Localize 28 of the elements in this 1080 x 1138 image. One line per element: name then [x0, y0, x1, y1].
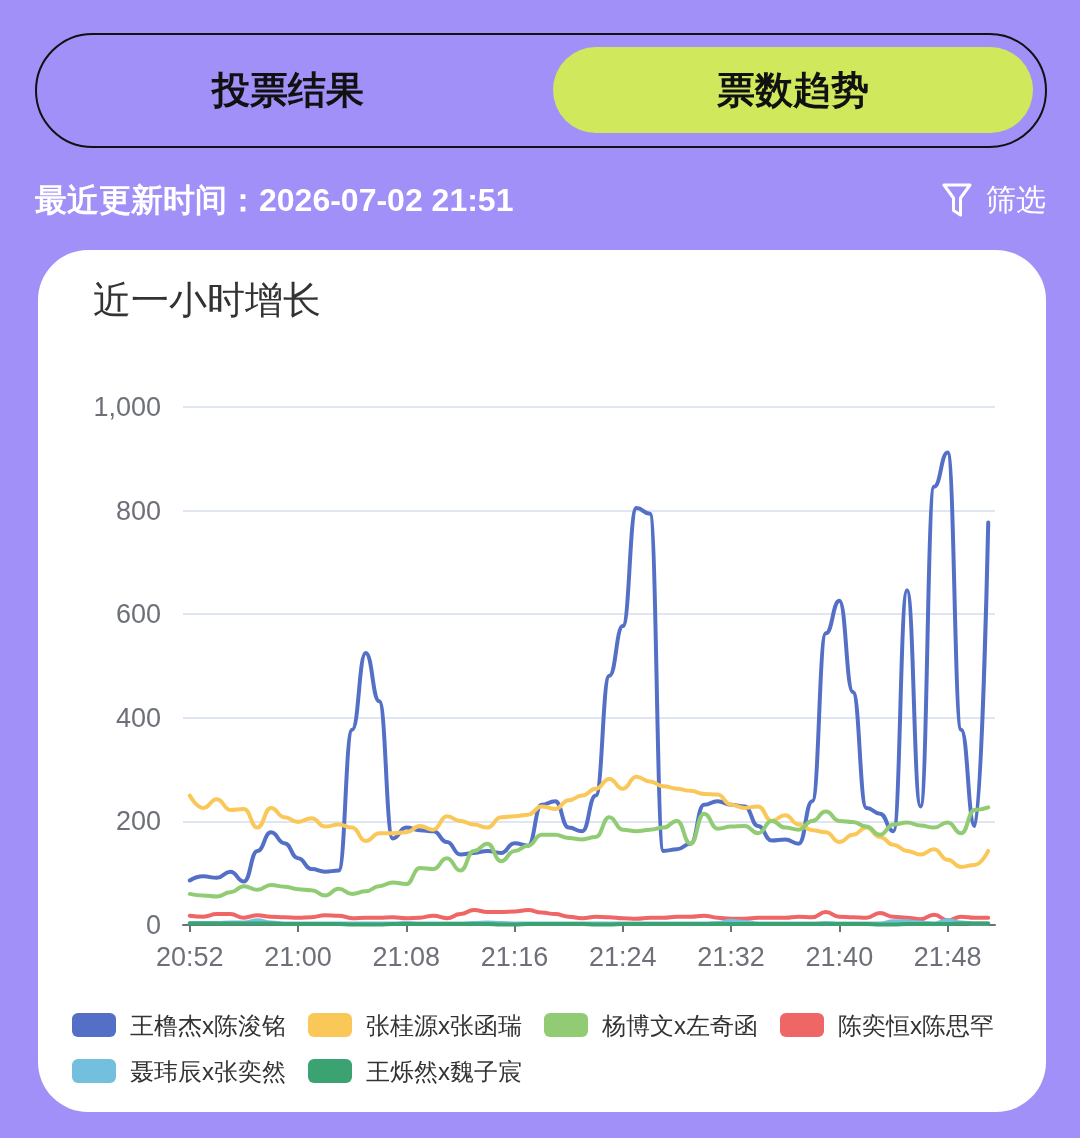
x-tick-label: 21:24: [589, 941, 657, 972]
chart-title: 近一小时增长: [93, 279, 321, 321]
x-tick-label: 21:00: [264, 941, 332, 972]
y-tick-label: 600: [115, 599, 161, 630]
y-tick-label: 0: [145, 910, 161, 940]
legend-label: 聂玮辰x张奕然: [130, 1057, 286, 1085]
y-tick-label: 1,000: [93, 392, 161, 422]
x-tick-label: 20:52: [155, 941, 224, 972]
legend-label: 张桂源x张函瑞: [366, 1011, 522, 1039]
legend-label: 王烁然x魏子宸: [366, 1057, 522, 1085]
legend-label: 陈奕恒x陈思罕: [838, 1011, 994, 1039]
x-tick-label: 21:48: [913, 941, 982, 972]
line-series: [187, 907, 991, 923]
line-series: [187, 774, 991, 869]
x-tick-label: 21:16: [480, 941, 549, 972]
selected-tab[interactable]: 票数趋势: [553, 47, 1033, 133]
x-tick-label: 21:40: [805, 941, 874, 972]
legend-label: 王橹杰x陈浚铭: [130, 1011, 286, 1039]
tab[interactable]: 投票结果: [50, 47, 526, 133]
line-series: [187, 450, 991, 884]
text: 最近更新时间：2026-07-02 21:51: [35, 181, 514, 220]
legend-label: 杨博文x左奇函: [601, 1011, 758, 1039]
y-tick-label: 200: [115, 806, 161, 837]
x-tick-label: 21:08: [372, 941, 441, 972]
y-tick-label: 400: [115, 702, 161, 733]
x-tick-label: 21:32: [697, 941, 765, 972]
y-tick-label: 800: [115, 495, 161, 526]
line-series: [187, 805, 991, 899]
